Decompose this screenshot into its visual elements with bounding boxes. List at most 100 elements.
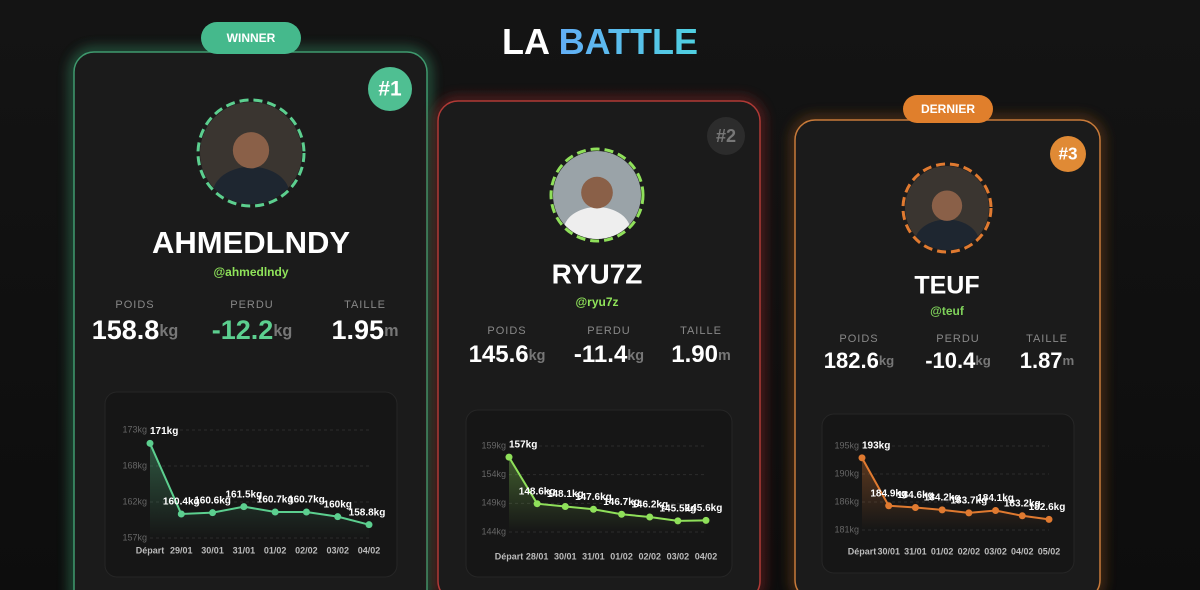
x-tick-label: 02/02 [295,545,318,555]
avatar-ring [196,98,306,208]
area [509,457,706,532]
value-label: 160.4kg [163,497,200,508]
weight-chart: 173kg 168kg 162kg 157kg 171kg Départ 160.4kg 29… [104,391,398,578]
player-name: TEUF [914,272,979,300]
stat-label: PERDU [587,325,631,337]
value-label: 183.2kg [1004,498,1041,509]
x-tick-label: 02/02 [638,551,661,561]
y-tick-label: 181kg [834,524,859,534]
player-card: #2RYU7Z@ryu7zPOIDS145.6kgPERDU-11.4kgTAI… [434,97,764,590]
x-tick-label: 04/02 [1011,546,1034,556]
y-tick-label: 168kg [122,460,147,470]
stat: 1.90m [671,341,731,368]
stat-unit: kg [159,322,178,340]
value-label: 157kg [509,440,537,451]
x-tick-label: Départ [136,545,165,555]
y-tick-label: 173kg [122,424,147,434]
rank-badge [1050,136,1086,172]
y-tick-label: 144kg [481,526,506,536]
stat-label: TAILLE [344,299,386,311]
stat-unit: kg [627,348,644,364]
x-tick-label: 04/02 [358,545,381,555]
stat-value: -10.4 [925,348,976,373]
stat-unit: kg [273,322,292,340]
stat-value: 1.87 [1020,348,1063,373]
stat-unit: m [1063,353,1075,368]
line [508,456,707,522]
x-tick-label: 30/01 [877,546,900,556]
stat-value: 182.6 [824,348,879,373]
line [149,442,370,526]
value-label: 146.7kg [603,497,640,508]
avatar [200,102,302,204]
y-tick-label: 154kg [481,469,506,479]
player-name: AHMEDLNDY [152,225,350,260]
y-tick-label: 186kg [834,496,859,506]
value-label: 148.6kg [519,486,556,497]
x-tick-label: 28/01 [526,551,549,561]
badge-label: WINNER [227,31,276,45]
y-tick-label: 190kg [834,468,859,478]
weight-chart: 195kg 190kg 186kg 181kg 193kg Départ 184.9kg 30… [821,413,1075,574]
avatar-ring [549,147,645,243]
value-label: 183.7kg [951,495,988,506]
point [209,509,217,517]
page-title: LA BATTLE [502,21,698,62]
stat-value: -12.2 [212,315,274,345]
player-handle: @ahmedlndy [213,265,288,279]
value-label: 184.2kg [924,493,961,504]
player-card: DERNIER#3TEUF@teufPOIDS182.6kgPERDU-10.4… [791,95,1104,590]
stat-value: 145.6 [469,341,529,368]
player-handle: @ryu7z [575,295,618,309]
avatar [553,151,641,239]
title-part: LA [502,21,550,62]
stat-label: POIDS [839,333,878,345]
y-tick-label: 195kg [834,440,859,450]
stat: -10.4kg [925,348,991,373]
x-tick-label: 31/01 [233,545,256,555]
stat-value: 158.8 [92,315,160,345]
x-tick-label: 01/02 [931,546,954,556]
point [1045,515,1053,523]
value-label: 148.1kg [547,489,584,500]
stat-unit: kg [529,348,546,364]
value-label: 158.8kg [349,507,386,518]
x-tick-label: 01/02 [610,551,633,561]
line [861,457,1050,521]
stat-value: 1.90 [671,341,718,368]
point [911,504,919,512]
rank-badge [707,117,745,155]
stat: 145.6kg [469,341,546,368]
avatar-body [563,207,631,239]
point [885,502,893,510]
x-tick-label: 31/01 [904,546,927,556]
stat: 158.8kg [92,315,178,345]
area [150,443,369,538]
value-label: 160.6kg [194,495,231,506]
x-tick-label: 31/01 [582,551,605,561]
value-label: 161.5kg [226,489,263,500]
point [702,516,710,524]
stat: 1.95m [332,315,399,345]
point [618,510,626,518]
stat-label: PERDU [936,333,980,345]
rank-badge [368,67,412,111]
chart-panel [465,409,733,578]
x-tick-label: 03/02 [326,545,349,555]
value-label: 160kg [324,499,352,510]
badge [201,22,301,54]
x-tick-label: 29/01 [170,545,193,555]
stat-label: TAILLE [1026,333,1068,345]
x-tick-label: Départ [495,551,524,561]
stat-unit: kg [975,353,990,368]
point [302,508,310,516]
avatar-body [212,166,290,204]
x-tick-label: 30/01 [201,545,224,555]
point [858,454,866,462]
point [938,506,946,514]
point [334,513,342,521]
player-handle: @teuf [930,304,965,318]
stat-label: PERDU [230,299,274,311]
point [365,521,373,529]
rank-label: #2 [716,126,736,146]
